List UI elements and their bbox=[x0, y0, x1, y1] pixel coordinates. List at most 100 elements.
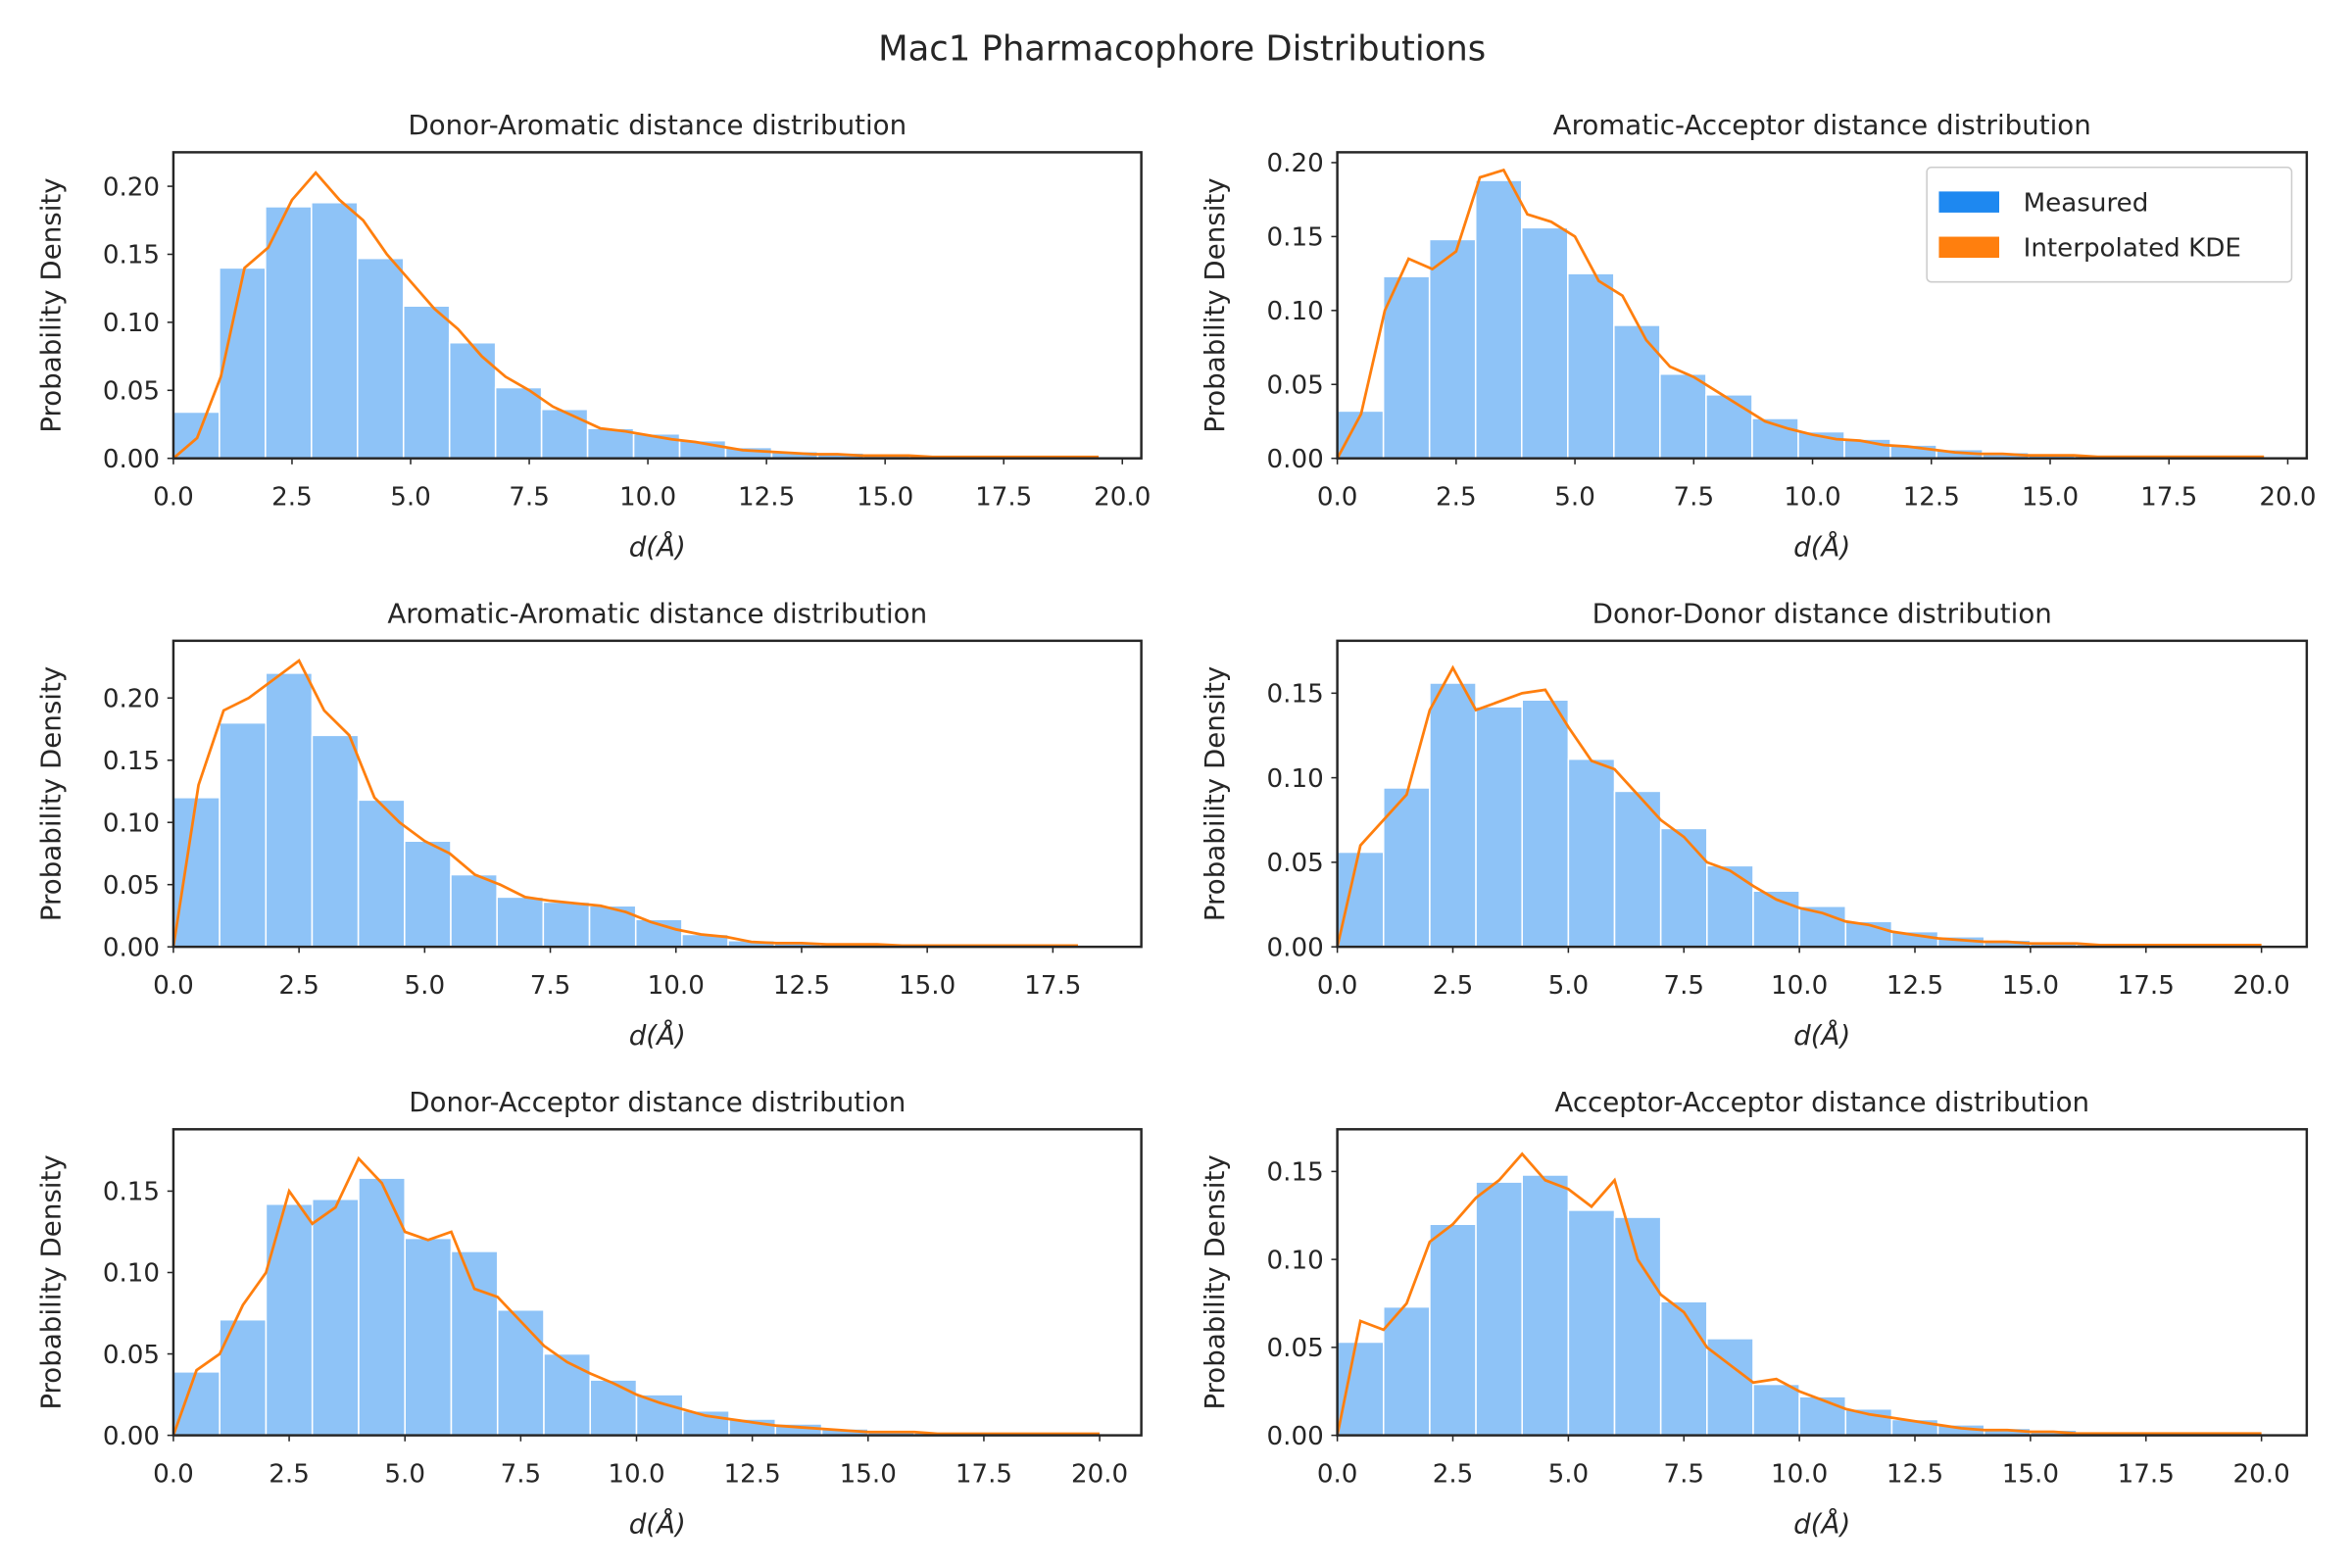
histogram-bar bbox=[1474, 179, 1523, 460]
histogram-bar bbox=[219, 267, 267, 460]
y-axis-label: Probability Density bbox=[1199, 666, 1231, 921]
kde-line bbox=[1336, 1152, 2262, 1436]
axes-frame bbox=[1336, 1128, 2309, 1437]
y-tick-label: 0.05 bbox=[1267, 849, 1324, 878]
y-tick-label: 0.10 bbox=[103, 1259, 160, 1289]
axes-frame bbox=[172, 1128, 1143, 1437]
histogram-bar bbox=[1520, 226, 1569, 460]
kde-line bbox=[172, 659, 1078, 948]
x-tick-label: 2.5 bbox=[1433, 1459, 1474, 1489]
histogram-bar bbox=[1382, 275, 1431, 460]
x-tick-label: 5.0 bbox=[1554, 482, 1595, 512]
y-tick-label: 0.10 bbox=[1267, 764, 1324, 794]
x-tick-label: 20.0 bbox=[1071, 1459, 1128, 1489]
y-tick-label: 0.00 bbox=[103, 445, 160, 474]
x-axis-label: d(Å) bbox=[629, 530, 686, 564]
y-axis-label: Probability Density bbox=[1199, 177, 1231, 432]
x-tick-label: 12.5 bbox=[1886, 1459, 1943, 1489]
y-tick-label: 0.10 bbox=[103, 309, 160, 338]
subplot: Donor-Aromatic distance distribution 0.0 2… bbox=[35, 109, 1152, 564]
x-tick-label: 5.0 bbox=[405, 971, 446, 1001]
histogram-bar bbox=[1798, 1396, 1847, 1437]
x-tick-label: 12.5 bbox=[724, 1459, 781, 1489]
x-tick-label: 15.0 bbox=[2002, 1459, 2059, 1489]
histogram-bar bbox=[450, 873, 498, 948]
subplot-title: Aromatic-Acceptor distance distribution bbox=[1553, 109, 2091, 141]
subplot: Donor-Acceptor distance distribution 0.0 2… bbox=[35, 1086, 1143, 1541]
legend-swatch bbox=[1938, 236, 1999, 259]
histogram-bar bbox=[586, 427, 635, 460]
y-tick-label: 0.00 bbox=[103, 933, 160, 962]
y-tick-label: 0.15 bbox=[1267, 1158, 1324, 1188]
x-tick-label: 2.5 bbox=[1433, 971, 1474, 1001]
histogram-bar bbox=[450, 1250, 499, 1437]
x-tick-label: 5.0 bbox=[390, 482, 431, 512]
x-tick-label: 20.0 bbox=[2233, 1459, 2290, 1489]
axes-frame bbox=[172, 639, 1143, 949]
axes-frame bbox=[172, 151, 1143, 460]
histogram-bar bbox=[1428, 238, 1477, 460]
histogram-bar bbox=[311, 201, 359, 460]
histogram-bar bbox=[404, 1237, 453, 1437]
y-axis-label: Probability Density bbox=[35, 666, 68, 921]
histogram-bar bbox=[542, 901, 591, 948]
x-tick-label: 15.0 bbox=[899, 971, 956, 1001]
x-tick-label: 20.0 bbox=[2259, 482, 2316, 512]
x-tick-label: 0.0 bbox=[153, 1459, 194, 1489]
histogram-bar bbox=[1475, 1181, 1523, 1437]
kde-line bbox=[172, 171, 1100, 460]
histogram-bar bbox=[589, 1379, 638, 1437]
x-tick-label: 10.0 bbox=[1771, 1459, 1828, 1489]
histogram-bar bbox=[1613, 324, 1661, 460]
histogram-bar bbox=[496, 896, 545, 948]
histogram-bar bbox=[1382, 787, 1431, 948]
histogram-bar bbox=[404, 840, 452, 948]
histogram-bar bbox=[1382, 1305, 1431, 1437]
x-tick-label: 0.0 bbox=[153, 971, 194, 1001]
subplot-title: Donor-Donor distance distribution bbox=[1592, 597, 2052, 629]
histogram-bar bbox=[1521, 699, 1570, 948]
histogram-bar bbox=[540, 408, 589, 460]
histogram-bar bbox=[172, 1371, 220, 1437]
y-tick-label: 0.00 bbox=[1267, 1422, 1324, 1451]
x-tick-label: 0.0 bbox=[1317, 971, 1358, 1001]
histogram-bar bbox=[1429, 1223, 1477, 1437]
x-tick-label: 17.5 bbox=[975, 482, 1032, 512]
histogram-bar bbox=[1521, 1174, 1570, 1437]
y-tick-label: 0.15 bbox=[1267, 223, 1324, 253]
x-axis-label: d(Å) bbox=[1793, 530, 1850, 564]
subplot-title: Donor-Acceptor distance distribution bbox=[409, 1086, 906, 1118]
x-axis-label: d(Å) bbox=[1793, 1507, 1850, 1541]
x-tick-label: 17.5 bbox=[1024, 971, 1081, 1001]
x-tick-label: 7.5 bbox=[1663, 971, 1704, 1001]
x-tick-label: 7.5 bbox=[509, 482, 550, 512]
histogram-bar bbox=[1567, 1209, 1616, 1437]
x-tick-label: 2.5 bbox=[271, 482, 313, 512]
x-tick-label: 7.5 bbox=[1674, 482, 1715, 512]
y-tick-label: 0.20 bbox=[1267, 149, 1324, 178]
x-tick-label: 12.5 bbox=[738, 482, 795, 512]
histogram-bar bbox=[172, 797, 220, 948]
x-tick-label: 15.0 bbox=[2002, 971, 2059, 1001]
x-tick-label: 2.5 bbox=[269, 1459, 310, 1489]
x-tick-label: 10.0 bbox=[1771, 971, 1828, 1001]
histogram-bar bbox=[311, 1198, 360, 1437]
kde-line bbox=[172, 1155, 1101, 1437]
histogram-bar bbox=[1706, 864, 1754, 948]
histogram-bar bbox=[311, 734, 360, 948]
x-tick-label: 15.0 bbox=[2022, 482, 2079, 512]
histogram-bar bbox=[494, 386, 543, 460]
x-tick-label: 20.0 bbox=[1094, 482, 1151, 512]
legend-label: Measured bbox=[2024, 188, 2149, 218]
y-tick-label: 0.05 bbox=[1267, 370, 1324, 400]
histogram-bar bbox=[219, 721, 268, 948]
legend-swatch bbox=[1938, 191, 1999, 213]
x-tick-label: 7.5 bbox=[530, 971, 571, 1001]
histogram-bar bbox=[265, 1202, 314, 1437]
x-tick-label: 15.0 bbox=[857, 482, 913, 512]
y-tick-label: 0.00 bbox=[1267, 933, 1324, 962]
histogram-bar bbox=[1336, 1341, 1385, 1437]
y-tick-label: 0.15 bbox=[103, 747, 160, 776]
subplot-title: Donor-Aromatic distance distribution bbox=[408, 109, 906, 141]
